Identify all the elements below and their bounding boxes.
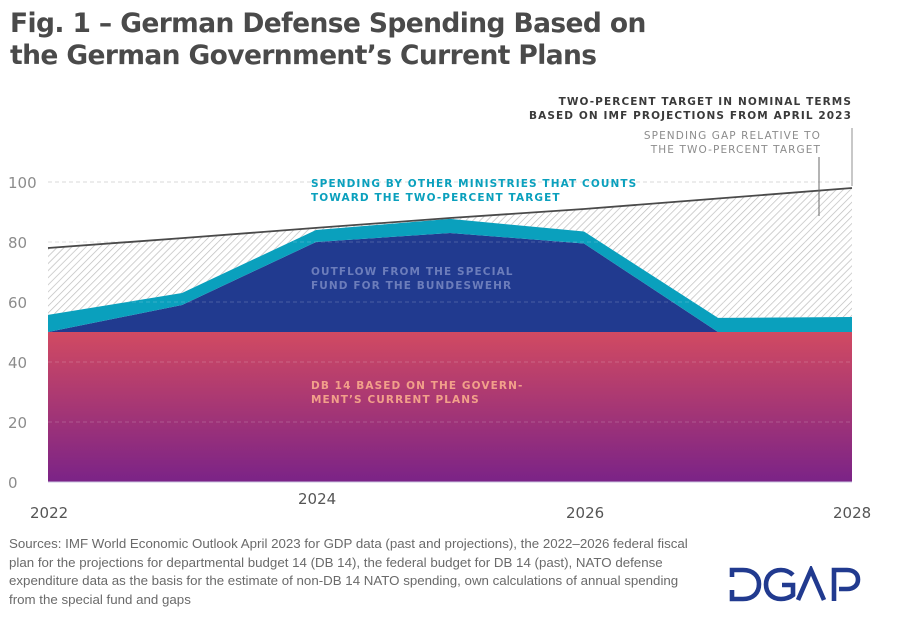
other-ministries-area bbox=[48, 218, 852, 332]
figure-title-line-2: the German Government’s Current Plans bbox=[10, 40, 597, 71]
y-tick-label: 0 bbox=[8, 474, 18, 492]
x-tick-label: 2024 bbox=[298, 490, 336, 508]
logo-letter-a bbox=[795, 566, 827, 601]
area-chart: 100 80 60 40 20 0 2022 2024 2026 2028 TW… bbox=[8, 96, 871, 522]
other-ministries-label-line-1: SPENDING BY OTHER MINISTRIES THAT COUNTS bbox=[311, 178, 637, 190]
y-tick-label: 20 bbox=[8, 414, 27, 432]
x-tick-label: 2026 bbox=[566, 504, 604, 522]
figure-title-line-1: Fig. 1 – German Defense Spending Based o… bbox=[10, 8, 646, 39]
axes: 100 80 60 40 20 0 2022 2024 2026 2028 bbox=[8, 174, 871, 522]
dgap-logo: DGAP bbox=[729, 566, 861, 602]
db14-label-line-1: DB 14 BASED ON THE GOVERN- bbox=[311, 380, 523, 392]
x-tick-label: 2022 bbox=[30, 504, 68, 522]
logo-letter-d bbox=[729, 567, 762, 602]
gap-area bbox=[48, 188, 852, 318]
other-ministries-label-line-2: TOWARD THE TWO-PERCENT TARGET bbox=[311, 192, 561, 204]
db14-label-line-2: MENT’S CURRENT PLANS bbox=[311, 394, 480, 406]
target-label-line-1: TWO-PERCENT TARGET IN NOMINAL TERMS bbox=[559, 96, 852, 108]
gap-label-line-1: SPENDING GAP RELATIVE TO bbox=[644, 130, 821, 142]
sources-note: Sources: IMF World Economic Outlook Apri… bbox=[9, 536, 688, 607]
db14-area bbox=[48, 332, 852, 482]
special-fund-area bbox=[48, 233, 852, 332]
special-fund-label-line-2: FUND FOR THE BUNDESWEHR bbox=[311, 280, 512, 292]
gridlines-overlay bbox=[48, 241, 852, 483]
y-tick-label: 60 bbox=[8, 294, 27, 312]
y-tick-label: 80 bbox=[8, 234, 27, 252]
gap-label-line-2: THE TWO-PERCENT TARGET bbox=[650, 144, 821, 156]
target-line bbox=[47, 187, 853, 249]
target-line-layer bbox=[47, 187, 853, 249]
special-fund-label-line-1: OUTFLOW FROM THE SPECIAL bbox=[311, 266, 514, 278]
x-tick-label: 2028 bbox=[833, 504, 871, 522]
y-tick-label: 40 bbox=[8, 354, 27, 372]
areas bbox=[48, 188, 852, 482]
figure-title: Fig. 1 – German Defense Spending Based o… bbox=[10, 8, 646, 72]
y-tick-label: 100 bbox=[8, 174, 37, 192]
logo-letter-g bbox=[763, 567, 796, 602]
annotations: TWO-PERCENT TARGET IN NOMINAL TERMS BASE… bbox=[311, 96, 853, 406]
logo-letter-p bbox=[831, 567, 861, 601]
target-label-line-2: BASED ON IMF PROJECTIONS FROM APRIL 2023 bbox=[529, 110, 852, 122]
